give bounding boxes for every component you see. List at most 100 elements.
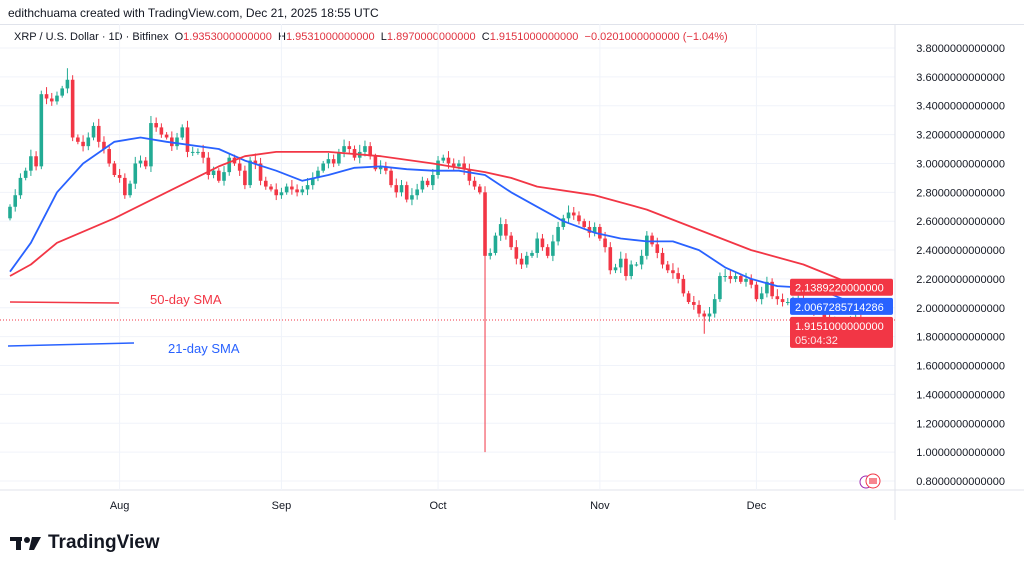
candle-body — [29, 156, 33, 171]
candle-body — [749, 278, 754, 285]
candle-body — [13, 195, 18, 207]
candle-body — [138, 160, 143, 164]
countdown-label: 05:04:32 — [795, 335, 838, 347]
events-icon[interactable] — [859, 473, 881, 489]
candle-body — [697, 304, 701, 314]
candle-body — [723, 276, 727, 278]
sma21-label: 21-day SMA — [168, 341, 240, 356]
candle-body — [373, 156, 378, 170]
candle-body — [133, 163, 138, 184]
candle-body — [274, 189, 279, 196]
candle-body — [446, 157, 451, 164]
candle-body — [660, 252, 665, 265]
candle-body — [608, 247, 613, 271]
candle-body — [681, 278, 686, 294]
open-label: O — [174, 31, 184, 43]
candle-body — [728, 276, 733, 279]
sma50-legend-line — [9, 301, 120, 304]
x-tick-label: Dec — [747, 500, 767, 512]
candle-body — [117, 175, 122, 178]
candle-body — [582, 221, 586, 227]
candle-body — [645, 235, 649, 256]
divider — [0, 24, 1024, 25]
candle-body — [436, 160, 440, 176]
candle-body — [514, 247, 519, 259]
candle-body — [326, 159, 331, 164]
tradingview-logo-icon — [10, 537, 41, 550]
candle-body — [410, 195, 414, 200]
candle-body — [321, 163, 325, 171]
candle-body — [258, 163, 263, 181]
candle-body — [143, 160, 148, 167]
candle-body — [577, 215, 581, 222]
candle-body — [295, 189, 299, 193]
y-tick-label: 1.8000000000000 — [916, 332, 1005, 344]
y-tick-label: 3.2000000000000 — [916, 130, 1005, 142]
candle-body — [253, 160, 258, 164]
candle-body — [629, 264, 633, 277]
candle-body — [384, 166, 388, 171]
candle-body — [551, 241, 555, 256]
candle-body — [592, 226, 597, 233]
candle-body — [316, 170, 320, 178]
candle-body — [686, 293, 691, 303]
candle-body — [164, 134, 169, 138]
symbol-title: XRP / U.S. Dollar · 1D · Bitfinex — [14, 31, 169, 43]
candle-body — [598, 226, 602, 239]
candle-body — [394, 185, 399, 193]
candle-body — [498, 224, 503, 236]
candle-body — [175, 137, 179, 147]
sma21-line — [9, 136, 862, 308]
candle-body — [483, 192, 487, 256]
candle-body — [378, 166, 383, 170]
candle-body — [415, 189, 419, 196]
brand-name: TradingView — [48, 532, 160, 553]
candle-body — [49, 98, 54, 102]
candle-body — [154, 123, 158, 128]
change-value: −0.0201000000000 (−1.04%) — [584, 31, 728, 43]
open-value: 1.9353000000000 — [183, 31, 272, 43]
close-label: C — [481, 31, 490, 43]
y-tick-label: 3.0000000000000 — [916, 158, 1005, 170]
candle-body — [102, 141, 106, 150]
candle-body — [18, 177, 23, 196]
candle-body — [217, 170, 221, 181]
candle-body — [60, 88, 64, 96]
high-value: 1.9531000000000 — [285, 31, 375, 43]
candle-body — [775, 296, 780, 300]
candle-body — [310, 177, 315, 186]
candle-body — [248, 160, 252, 186]
candle-body — [744, 278, 748, 282]
candle-body — [91, 125, 96, 138]
last-price-tag-bg — [790, 316, 893, 348]
candle-body — [702, 313, 707, 317]
candle-body — [70, 79, 75, 138]
candle-body — [107, 149, 111, 164]
candle-body — [524, 255, 529, 265]
candle-body — [566, 212, 571, 219]
candle-body — [692, 302, 696, 305]
candle-body — [556, 226, 560, 242]
symbol-legend: XRP / U.S. Dollar · 1D · Bitfinex O1.935… — [14, 31, 728, 43]
close-value: 1.9151000000000 — [489, 31, 579, 43]
sma21-price-tag: 2.0067285714286 — [795, 302, 884, 314]
candle-body — [676, 273, 680, 279]
candle-body — [420, 180, 425, 190]
candle-body — [44, 94, 49, 99]
candle-body — [467, 169, 472, 181]
candle-body — [472, 180, 477, 187]
candle-body — [112, 163, 117, 176]
candle-body — [347, 146, 352, 150]
candle-body — [363, 146, 367, 152]
candle-body — [712, 299, 717, 314]
candle-body — [290, 186, 294, 190]
y-tick-label: 2.4000000000000 — [916, 245, 1005, 257]
candle-body — [603, 238, 607, 248]
y-tick-label: 2.2000000000000 — [916, 274, 1005, 286]
candle-body — [237, 163, 242, 171]
candle-body — [650, 235, 654, 245]
sma50-price-tag: 2.1389220000000 — [795, 283, 884, 295]
y-tick-label: 1.0000000000000 — [916, 447, 1005, 459]
tradingview-logo[interactable]: TradingView — [10, 532, 160, 554]
